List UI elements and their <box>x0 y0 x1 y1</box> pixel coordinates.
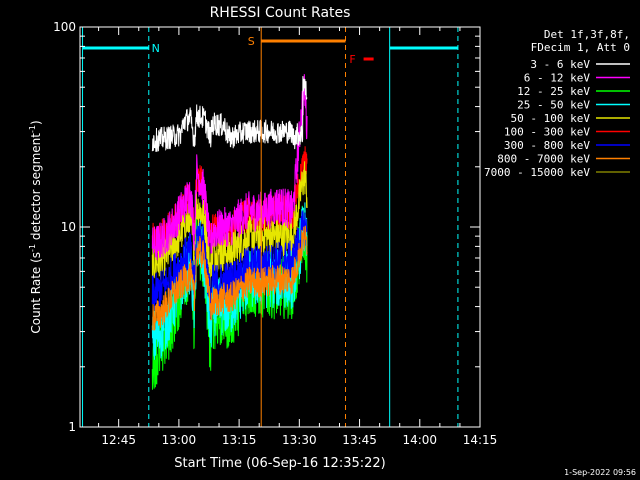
interval-label-n: N <box>152 42 160 55</box>
series-3-6-kev <box>151 76 308 152</box>
series-300-800-kev <box>151 210 308 320</box>
series-800-7000-kev <box>151 225 308 331</box>
legend-label-100-300-kev: 100 - 300 keV <box>504 126 590 139</box>
legend-label-50-100-kev: 50 - 100 keV <box>511 112 591 125</box>
x-tick-label-6: 14:15 <box>463 433 498 447</box>
interval-marker-layer: N S F <box>82 27 459 427</box>
y-axis-label-base: Count Rate (s <box>29 252 43 334</box>
y-axis-label-sup-1: -1 <box>28 244 37 252</box>
legend-label-6-12-kev: 6 - 12 keV <box>524 72 591 85</box>
y-axis-label-mid: detector segment <box>29 133 43 244</box>
y-axis-label: Count Rate (s-1 detector segment-1) <box>28 120 43 333</box>
legend-header-line-1: Det 1f,3f,8f, <box>544 28 630 41</box>
timestamp: 1-Sep-2022 09:56 <box>564 468 636 477</box>
chart-title: RHESSI Count Rates <box>210 5 351 21</box>
x-tick-label-0: 12:45 <box>101 433 136 447</box>
series-layer <box>151 74 308 390</box>
y-tick-label-0: 1 <box>68 420 76 434</box>
legend-label-7000-15000-kev: 7000 - 15000 keV <box>484 166 590 179</box>
y-axis: 1 10 100 <box>53 20 480 434</box>
legend-label-25-50-kev: 25 - 50 keV <box>517 99 590 112</box>
legend-label-800-7000-kev: 800 - 7000 keV <box>497 153 590 166</box>
x-tick-label-1: 13:00 <box>162 433 197 447</box>
legend-label-3-6-kev: 3 - 6 keV <box>530 58 590 71</box>
y-axis-label-end: ) <box>29 120 43 125</box>
y-tick-label-1: 10 <box>61 220 76 234</box>
x-tick-label-4: 13:45 <box>342 433 377 447</box>
legend-label-300-800-kev: 300 - 800 keV <box>504 139 590 152</box>
series-6-12-kev <box>151 74 308 261</box>
legend-header-line-2: FDecim 1, Att 0 <box>531 41 630 54</box>
x-tick-label-5: 14:00 <box>402 433 437 447</box>
interval-label-f: F <box>349 53 355 66</box>
interval-label-s: S <box>248 35 255 48</box>
x-axis-label: Start Time (06-Sep-16 12:35:22) <box>174 456 385 471</box>
x-axis: 12:45 13:00 13:15 13:30 13:45 14:00 14:15 <box>98 27 498 447</box>
x-tick-label-2: 13:15 <box>222 433 257 447</box>
y-axis-label-sup-2: -1 <box>28 125 37 133</box>
legend-label-12-25-kev: 12 - 25 keV <box>517 85 590 98</box>
legend: Det 1f,3f,8f, FDecim 1, Att 0 3 - 6 keV6… <box>484 28 630 179</box>
y-tick-label-2: 100 <box>53 20 76 34</box>
x-tick-label-3: 13:30 <box>282 433 317 447</box>
